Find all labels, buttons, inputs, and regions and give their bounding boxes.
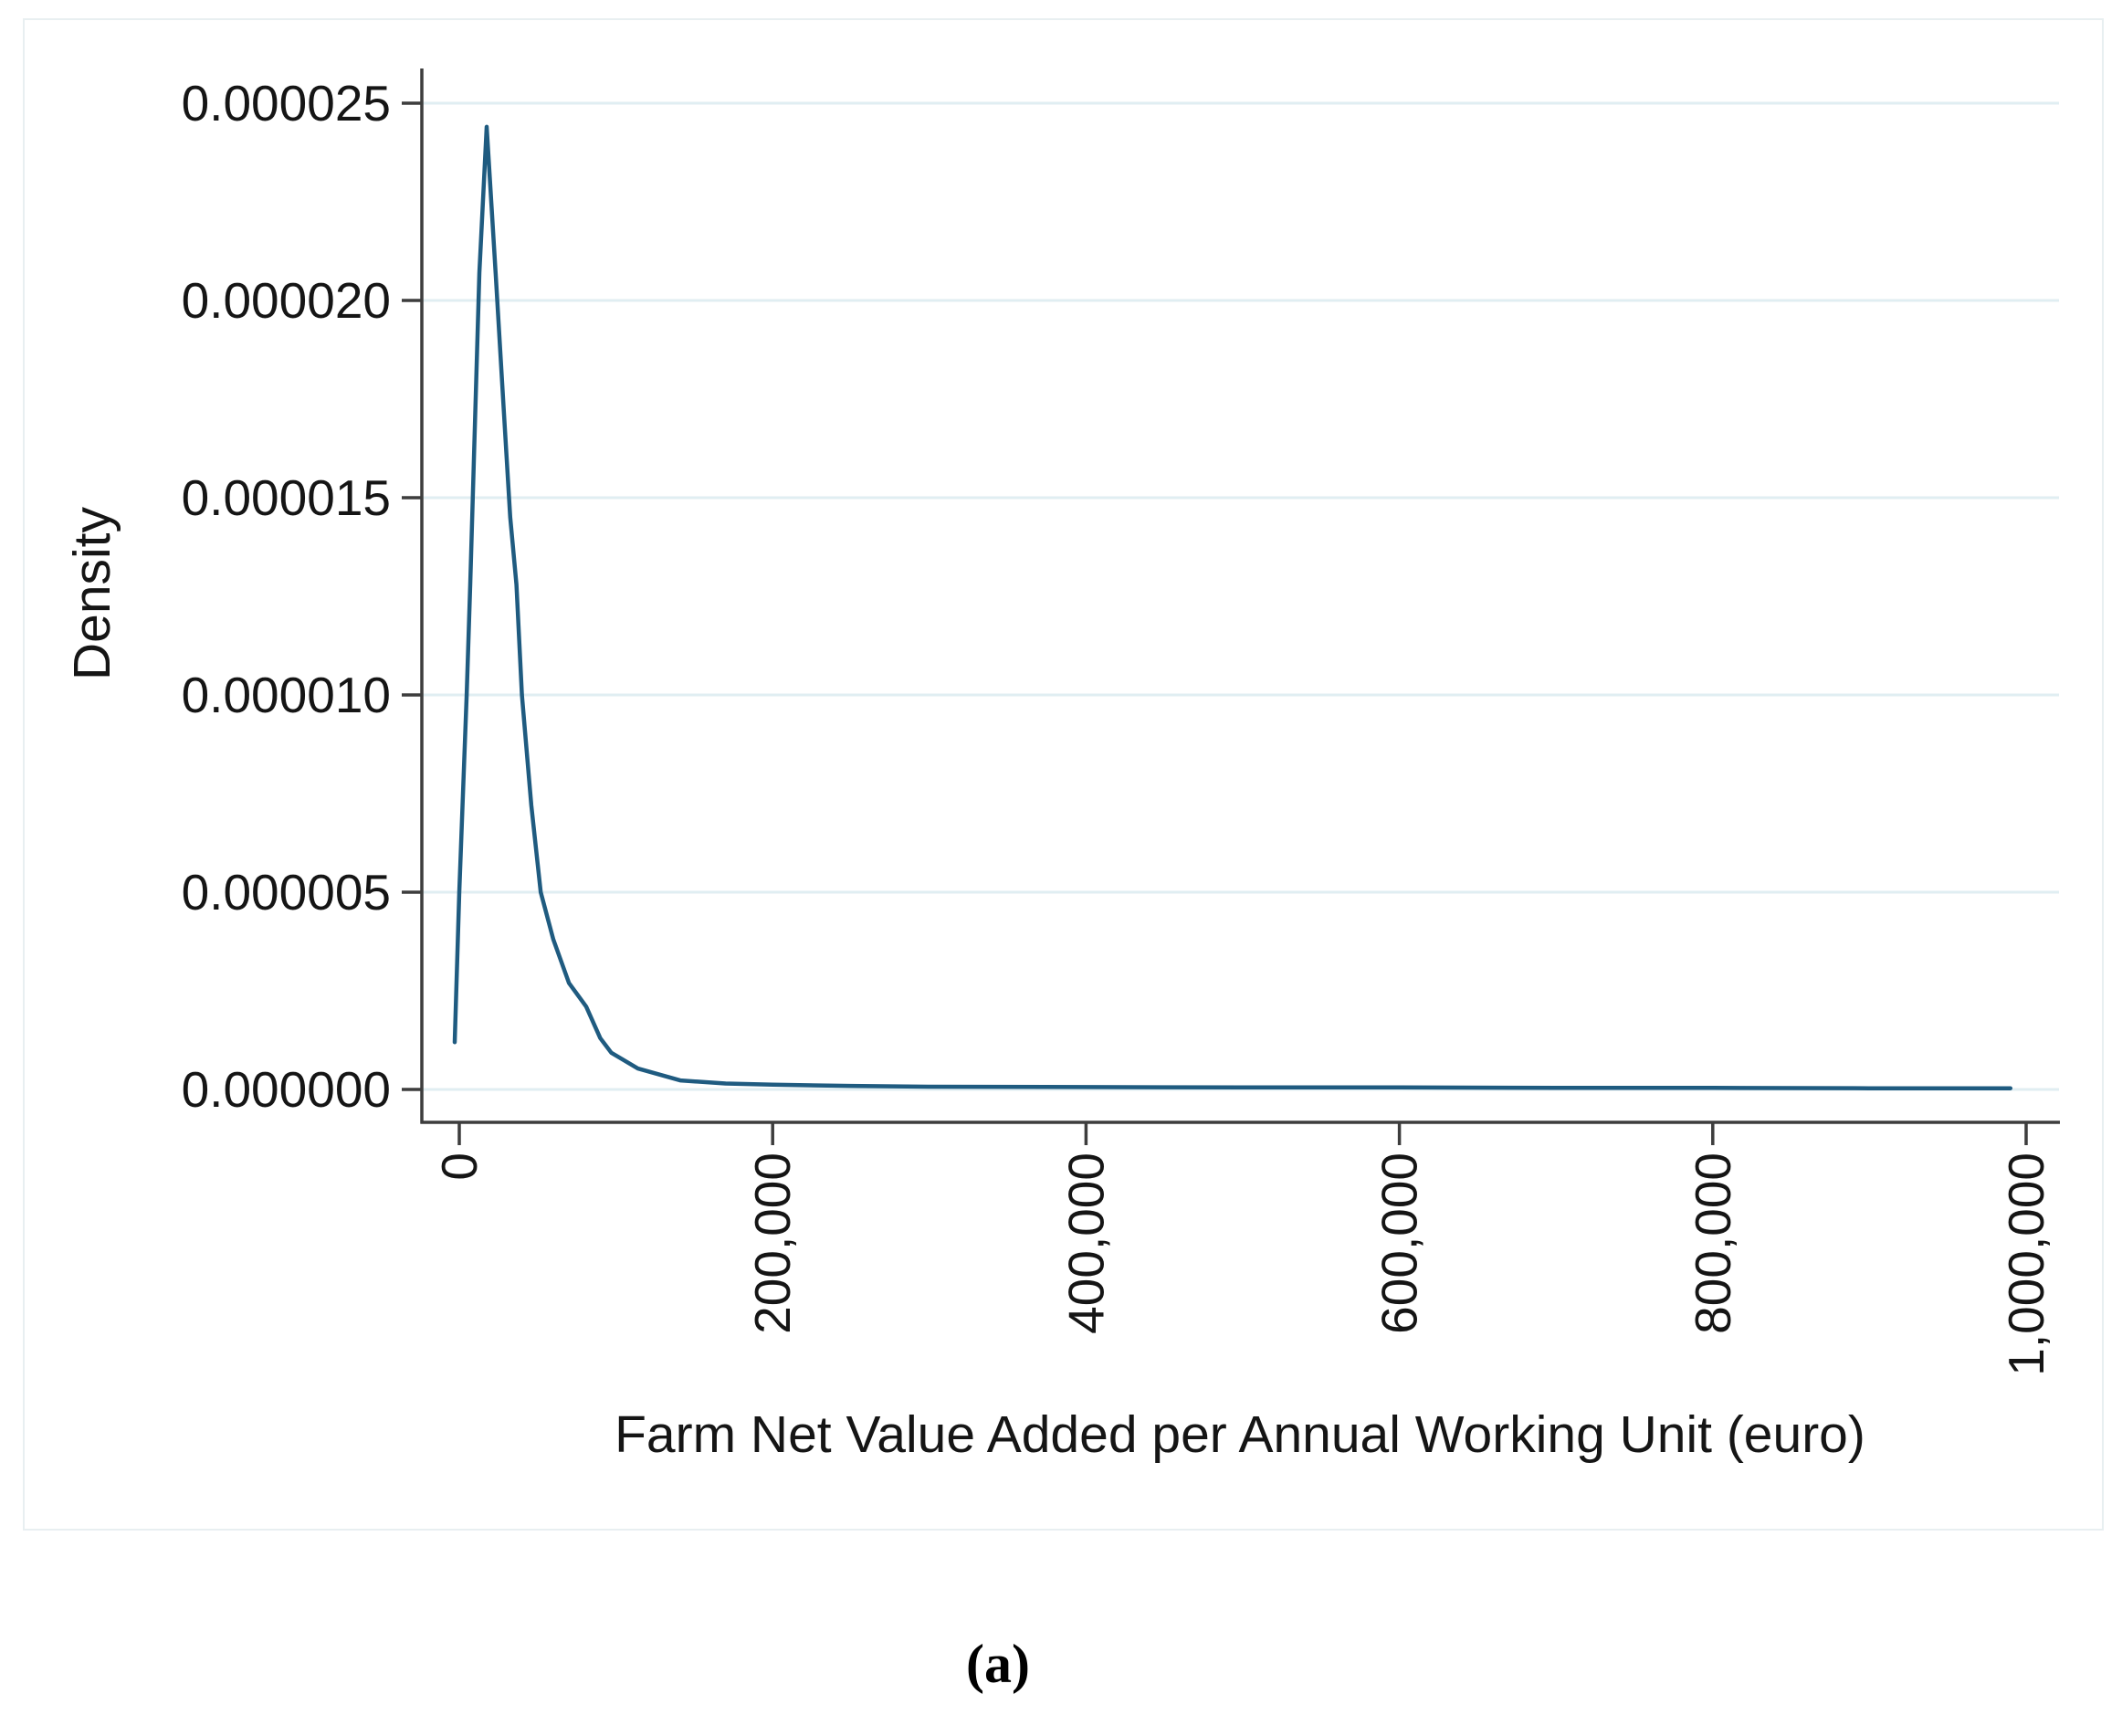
figure-caption: (a) bbox=[966, 1634, 1030, 1694]
x-tick-label: 800,000 bbox=[1685, 1152, 1741, 1334]
y-tick-label: 0.000020 bbox=[182, 272, 391, 329]
x-tick-label: 400,000 bbox=[1057, 1152, 1114, 1334]
y-tick-label: 0.000005 bbox=[182, 864, 391, 921]
y-tick-label: 0.000010 bbox=[182, 667, 391, 723]
x-axis-title: Farm Net Value Added per Annual Working … bbox=[615, 1405, 1865, 1464]
y-tick-label: 0.000000 bbox=[182, 1061, 391, 1118]
density-curve bbox=[452, 124, 2013, 1090]
y-axis-tick-labels: 0.000000 0.000005 0.000010 0.000015 0.000020… bbox=[182, 75, 391, 1118]
x-tick-label: 0 bbox=[431, 1152, 488, 1181]
x-tick-label: 200,000 bbox=[744, 1152, 801, 1334]
y-axis-tick-marks bbox=[402, 101, 421, 1091]
x-axis-tick-labels: 0 200,000 400,000 600,000 800,000 1,000,000 bbox=[431, 1152, 2054, 1376]
x-axis-tick-marks bbox=[457, 1123, 2028, 1145]
x-tick-label: 600,000 bbox=[1371, 1152, 1428, 1334]
y-axis-title: Density bbox=[63, 506, 121, 680]
gridlines bbox=[422, 101, 2059, 1091]
x-tick-label: 1,000,000 bbox=[1998, 1152, 2054, 1376]
y-tick-label: 0.000025 bbox=[182, 75, 391, 132]
figure-frame bbox=[23, 18, 2104, 1531]
y-tick-label: 0.000015 bbox=[182, 469, 391, 526]
